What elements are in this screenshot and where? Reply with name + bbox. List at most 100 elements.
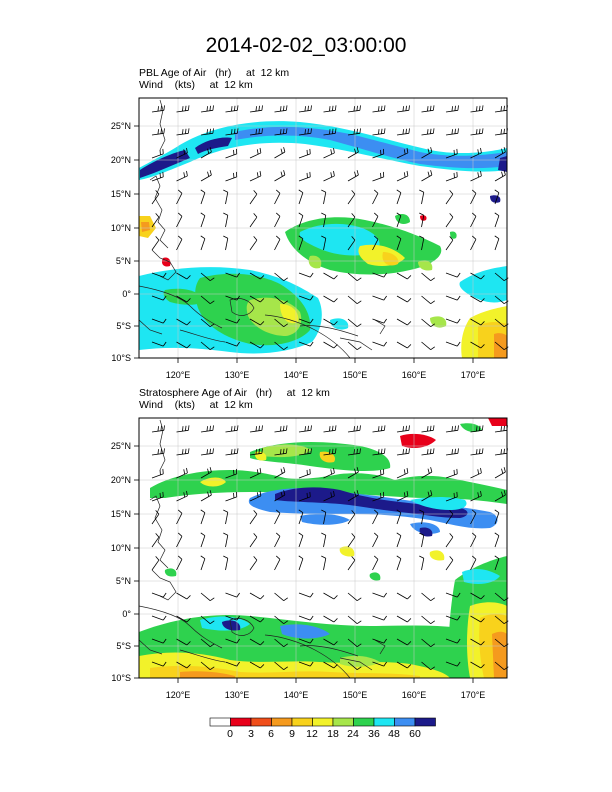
wind-barb [200, 532, 206, 548]
wind-barb [151, 510, 160, 525]
wind-barb [200, 638, 215, 648]
wind-barb [372, 295, 387, 301]
wind-barb [200, 448, 214, 456]
wind-barb [445, 213, 454, 228]
wind-barb [200, 189, 206, 205]
colorbar-swatch [250, 717, 272, 727]
wind-barb [396, 448, 410, 456]
wind-barb [445, 425, 459, 433]
wind-barb [176, 341, 191, 349]
wind-barb [176, 555, 183, 571]
wind-barb [421, 490, 433, 502]
wind-barb [298, 128, 312, 136]
wind-barb [249, 170, 262, 182]
lat-label: 0° [122, 289, 131, 299]
wind-barb [225, 128, 239, 136]
wind-barb [372, 615, 387, 621]
wind-barb [298, 235, 304, 251]
wind-barb [494, 555, 500, 571]
wind-barb [445, 510, 454, 525]
colorbar-swatch [332, 717, 354, 727]
wind-barb [274, 147, 286, 159]
wind-barb [200, 105, 214, 113]
colorbar-swatch [291, 717, 313, 727]
wind-barb [176, 448, 190, 456]
wind-barb [470, 448, 484, 456]
wind-barb [298, 468, 311, 479]
colorbar-labels: 0 3 6 9 12 18 24 36 48 60 [227, 728, 421, 740]
wind-barb [347, 318, 362, 328]
wind-barb [249, 236, 258, 251]
wind-barb [347, 490, 359, 502]
wind-barb [445, 556, 454, 571]
wind-barb [249, 592, 265, 600]
wind-barb [298, 189, 304, 205]
colorbar-label: 36 [368, 728, 380, 740]
wind-barb [249, 533, 258, 548]
wind-barb [274, 490, 286, 502]
wind-barb [421, 448, 435, 456]
wind-barb [298, 448, 312, 456]
lon-label: 160°E [402, 690, 427, 700]
wind-barb [372, 272, 387, 278]
wind-barb [347, 615, 362, 625]
wind-barb [494, 615, 509, 625]
lat-label: 10°S [111, 673, 131, 683]
wind-barb [225, 425, 239, 433]
wind-barb [176, 532, 183, 548]
colorbar-swatch [394, 717, 416, 727]
wind-barb [372, 189, 379, 205]
lon-label: 150°E [343, 370, 368, 380]
wind-barb [421, 105, 435, 113]
wind-barb [223, 555, 229, 571]
wind-barb [372, 661, 387, 667]
wind-barb [421, 661, 436, 671]
wind-barb [396, 638, 412, 646]
wind-barb [225, 638, 240, 644]
wind-barb [347, 510, 356, 525]
wind-barb [445, 448, 459, 456]
wind-barb [176, 318, 191, 326]
wind-barb [396, 509, 402, 525]
wind-barb [176, 467, 188, 479]
wind-barb [176, 189, 183, 205]
wind-barb [347, 147, 359, 159]
map-panel-pbl: 25°N 20°N 15°N 10°N 5°N 0° 5°S 10°S 120°… [111, 97, 509, 380]
wind-barb [470, 212, 477, 228]
wind-barb [249, 213, 258, 228]
wind-barb [176, 212, 183, 228]
wind-barb [223, 212, 229, 228]
wind-barb [274, 425, 288, 433]
wind-barb [274, 509, 281, 525]
lat-label: 15°N [111, 189, 131, 199]
lon-label: 140°E [284, 690, 309, 700]
wind-barb [421, 295, 436, 305]
wind-barb [347, 533, 356, 548]
wind-barb [347, 105, 361, 113]
wind-barb [470, 272, 485, 280]
wind-barb [321, 509, 327, 525]
wind-barb [396, 425, 410, 433]
lon-label: 120°E [166, 690, 191, 700]
wind-barb [274, 661, 289, 671]
lat-label: 5°N [116, 576, 131, 586]
panel-title-line2: Wind (kts) at 12 km [139, 79, 253, 91]
coastlines [139, 419, 386, 678]
wind-barb [494, 592, 509, 602]
wind-barb [151, 425, 165, 433]
wind-barb [249, 190, 258, 205]
wind-barb [249, 661, 265, 669]
wind-barb [347, 556, 356, 571]
wind-barb [445, 318, 461, 324]
wind-barb [470, 661, 485, 669]
lon-label: 150°E [343, 690, 368, 700]
wind-barb [445, 533, 454, 548]
wind-barb [151, 148, 164, 159]
colorbar-label: 3 [248, 728, 254, 740]
wind-barb [494, 638, 509, 648]
wind-barb [470, 318, 485, 326]
wind-barb [176, 147, 188, 159]
wind-barb [323, 490, 335, 502]
wind-barb [249, 615, 265, 623]
wind-barb [200, 147, 212, 159]
